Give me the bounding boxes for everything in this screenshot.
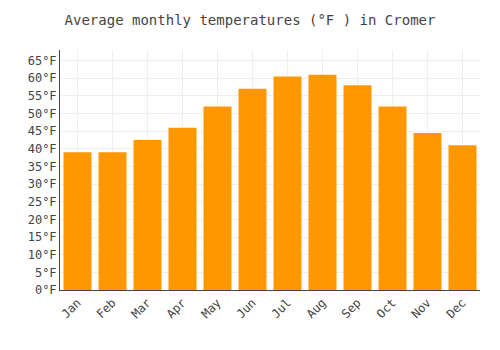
svg-text:Feb: Feb	[94, 296, 119, 321]
svg-text:Nov: Nov	[409, 296, 434, 321]
svg-text:Aug: Aug	[304, 296, 329, 321]
svg-text:40°F: 40°F	[28, 142, 57, 156]
svg-text:45°F: 45°F	[28, 124, 57, 138]
svg-text:25°F: 25°F	[28, 195, 57, 209]
svg-text:50°F: 50°F	[28, 107, 57, 121]
svg-text:Jan: Jan	[59, 296, 84, 321]
svg-text:60°F: 60°F	[28, 71, 57, 85]
svg-text:15°F: 15°F	[28, 230, 57, 244]
svg-text:30°F: 30°F	[28, 177, 57, 191]
svg-text:Mar: Mar	[129, 296, 154, 321]
svg-text:10°F: 10°F	[28, 248, 57, 262]
svg-text:May: May	[199, 296, 224, 321]
svg-text:Apr: Apr	[164, 296, 189, 321]
svg-text:Jun: Jun	[234, 296, 259, 321]
svg-text:20°F: 20°F	[28, 213, 57, 227]
svg-text:Sep: Sep	[339, 296, 364, 321]
svg-text:0°F: 0°F	[35, 283, 57, 297]
svg-text:5°F: 5°F	[35, 266, 57, 280]
svg-text:Jul: Jul	[269, 296, 294, 321]
svg-text:Dec: Dec	[444, 296, 469, 321]
svg-text:55°F: 55°F	[28, 89, 57, 103]
svg-text:Oct: Oct	[374, 296, 399, 321]
svg-text:65°F: 65°F	[28, 54, 57, 68]
svg-text:Average monthly temperatures (: Average monthly temperatures (°F ) in Cr…	[65, 12, 436, 28]
svg-text:35°F: 35°F	[28, 160, 57, 174]
